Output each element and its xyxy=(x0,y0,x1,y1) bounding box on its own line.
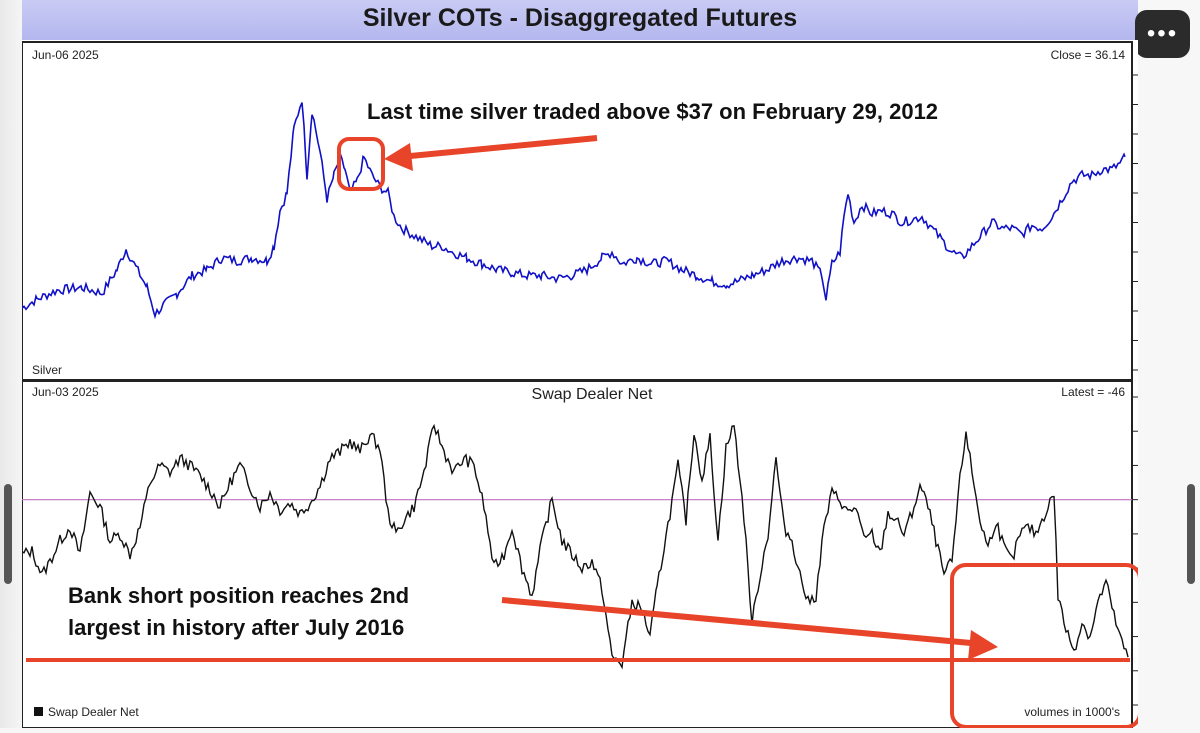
lower-panel-title: Swap Dealer Net xyxy=(532,386,654,403)
more-options-button[interactable]: ••• xyxy=(1135,10,1190,58)
annotation-arrow-lower xyxy=(501,597,983,647)
chart-area: 50454035302520151050 3020100-10-20-30-40… xyxy=(21,40,1159,729)
annotation-arrowhead-upper xyxy=(384,143,413,171)
title-bar: Silver COTs - Disaggregated Futures xyxy=(22,0,1138,41)
lower-annotation-line1: Bank short position reaches 2nd xyxy=(68,583,409,608)
page-background-strip xyxy=(0,0,22,728)
close-value-label: Close = 36.14 xyxy=(1051,48,1126,62)
lower-date-label: Jun-03 2025 xyxy=(32,385,99,399)
latest-value-label: Latest = -46 xyxy=(1061,385,1125,399)
left-scroll-handle[interactable] xyxy=(4,484,12,584)
series-name-label: Silver xyxy=(32,363,62,377)
cot-chart: 50454035302520151050 3020100-10-20-30-40… xyxy=(21,41,1159,729)
right-scroll-handle[interactable] xyxy=(1187,484,1195,584)
upper-panel-frame xyxy=(21,41,1133,381)
lower-panel-frame xyxy=(21,380,1133,729)
lower-annotation-line2: largest in history after July 2016 xyxy=(68,615,404,640)
swap-dealer-net-series xyxy=(21,423,1129,670)
upper-date-label: Jun-06 2025 xyxy=(32,48,99,62)
upper-annotation-text: Last time silver traded above $37 on Feb… xyxy=(367,99,938,124)
units-label: volumes in 1000's xyxy=(1024,705,1120,719)
highlight-circle xyxy=(337,137,385,191)
annotation-arrow-upper xyxy=(399,135,598,160)
legend-label: Swap Dealer Net xyxy=(48,705,139,719)
chart-title: Silver COTs - Disaggregated Futures xyxy=(362,4,798,32)
silver-price-series xyxy=(21,102,1126,320)
legend-swatch xyxy=(34,707,43,716)
more-horizontal-icon: ••• xyxy=(1146,20,1179,47)
annotation-arrowhead-lower xyxy=(968,630,998,660)
